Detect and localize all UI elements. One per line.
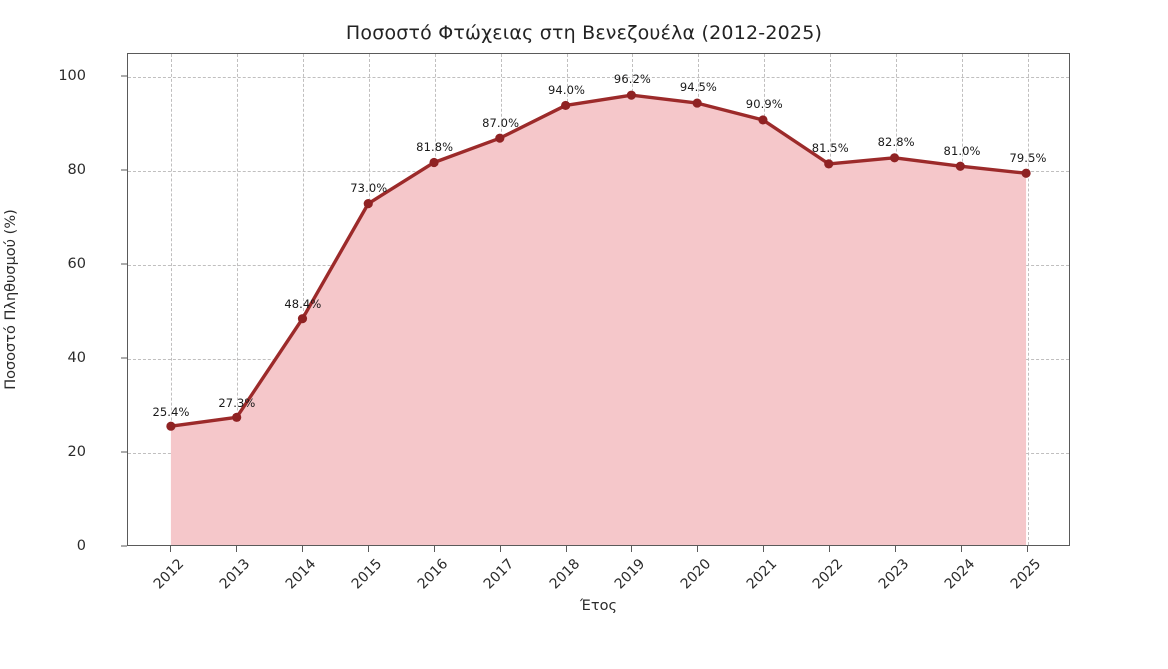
data-point-marker bbox=[232, 412, 242, 422]
data-point-marker bbox=[495, 133, 505, 143]
x-axis-tick-mark bbox=[631, 546, 633, 552]
data-point-marker bbox=[166, 421, 176, 431]
data-point-label: 81.8% bbox=[416, 139, 454, 154]
x-axis-tick-mark bbox=[697, 546, 699, 552]
x-axis-tick-mark bbox=[499, 546, 501, 552]
y-axis-tick-mark bbox=[121, 545, 127, 547]
area-fill bbox=[170, 95, 1027, 545]
x-axis-label: Έτος bbox=[580, 598, 617, 614]
series-line bbox=[169, 93, 1028, 428]
plot-area: 25.4% 27.3% 48.4% 73.0% 81.8% 87.0% 94.0% 96.2%… bbox=[127, 53, 1070, 546]
series-markers bbox=[166, 90, 1031, 431]
x-axis-tick-mark bbox=[763, 546, 765, 552]
data-point-marker bbox=[561, 100, 571, 111]
y-axis-tick-label: 60 bbox=[67, 256, 86, 273]
x-axis-tick-mark bbox=[367, 546, 369, 552]
data-point-marker bbox=[692, 98, 702, 108]
data-point-marker bbox=[429, 157, 439, 168]
y-axis-tick-label: 20 bbox=[67, 444, 86, 461]
data-point-label: 87.0% bbox=[482, 115, 520, 130]
data-point-label: 94.0% bbox=[548, 82, 586, 97]
y-axis-tick-label: 0 bbox=[76, 538, 86, 554]
data-point-label: 73.0% bbox=[350, 181, 388, 196]
y-axis-tick-mark bbox=[121, 169, 127, 171]
data-point-label: 25.4% bbox=[152, 404, 190, 419]
data-point-marker bbox=[824, 159, 834, 169]
x-axis-tick-mark bbox=[565, 546, 567, 552]
y-axis-tick-mark bbox=[121, 451, 127, 453]
data-point-label: 82.8% bbox=[877, 135, 915, 150]
data-point-marker bbox=[1021, 168, 1031, 178]
y-axis-label: Ποσοστό Πληθυσμού (%) bbox=[3, 209, 19, 390]
x-axis-tick-mark bbox=[433, 546, 435, 552]
data-point-label: 96.2% bbox=[613, 72, 651, 87]
data-point-label: 27.3% bbox=[218, 395, 256, 410]
data-point-marker bbox=[889, 153, 900, 163]
x-axis-tick-mark bbox=[170, 546, 171, 552]
y-axis-tick-label: 40 bbox=[67, 350, 86, 367]
y-axis-tick-mark bbox=[121, 75, 127, 77]
data-point-label: 90.9% bbox=[745, 97, 783, 112]
data-point-label: 81.0% bbox=[943, 143, 981, 158]
data-point-label: 81.5% bbox=[811, 141, 849, 156]
y-axis-tick-mark bbox=[121, 263, 127, 265]
poverty-rate-series bbox=[166, 90, 1031, 545]
x-axis-tick-mark bbox=[961, 546, 963, 552]
data-point-label: 48.4% bbox=[284, 296, 322, 311]
data-point-label: 94.5% bbox=[679, 80, 717, 95]
chart-title: Ποσοστό Φτώχειας στη Βενεζουέλα (2012-20… bbox=[345, 22, 823, 44]
data-point-marker bbox=[955, 161, 965, 171]
y-axis-tick-mark bbox=[121, 357, 127, 359]
x-axis-tick-mark bbox=[301, 546, 303, 552]
data-point-marker bbox=[626, 90, 636, 100]
y-axis-tick-label: 80 bbox=[67, 162, 86, 179]
data-point-marker bbox=[758, 115, 768, 125]
x-axis-tick-mark bbox=[895, 546, 897, 552]
data-point-label: 79.5% bbox=[1009, 150, 1047, 165]
x-axis-tick-mark bbox=[829, 546, 831, 552]
y-axis-tick-label: 100 bbox=[58, 68, 86, 85]
x-axis-tick-mark bbox=[1027, 546, 1028, 552]
x-axis-tick-mark bbox=[235, 546, 237, 552]
data-point-marker bbox=[297, 314, 308, 324]
data-point-marker bbox=[363, 199, 373, 209]
